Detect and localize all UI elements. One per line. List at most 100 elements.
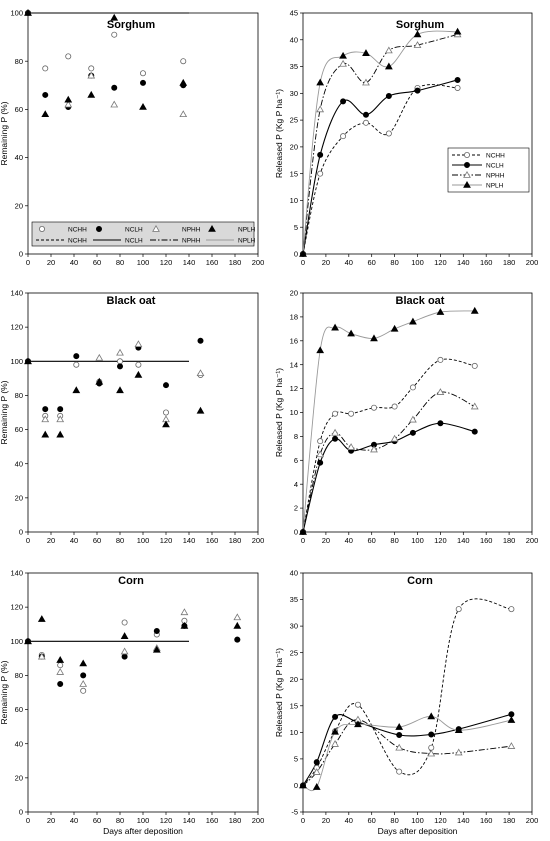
x-tick-label: 200 xyxy=(252,536,265,545)
panel-corn-released: 0 20 40 60 80 100 120 140 160 180 200-505101520253… xyxy=(274,569,538,836)
data-point-nclh xyxy=(57,406,64,413)
data-point-nchh xyxy=(317,170,324,177)
legend-marker xyxy=(463,161,470,168)
data-point-nphh xyxy=(331,428,339,436)
series-line-nplh xyxy=(302,310,475,533)
data-point-nphh xyxy=(196,369,205,377)
data-point-nplh xyxy=(409,317,417,325)
y-tick-label: 5 xyxy=(294,223,298,232)
y-tick-label: 140 xyxy=(10,569,23,578)
x-tick-label: 180 xyxy=(503,536,516,545)
data-point-nplh xyxy=(110,13,119,21)
x-tick-label: 0 xyxy=(301,816,305,825)
x-tick-label: 100 xyxy=(411,536,424,545)
x-tick-label: 60 xyxy=(368,816,376,825)
data-point-nclh xyxy=(317,459,324,466)
y-tick-label: 10 xyxy=(290,408,298,417)
y-axis-label: Released P (Kg P ha⁻¹) xyxy=(274,89,284,178)
y-tick-label: 60 xyxy=(15,425,23,434)
data-point-nchh xyxy=(332,410,339,417)
data-point-nclh xyxy=(234,636,241,643)
y-tick-label: 30 xyxy=(290,622,298,631)
y-tick-label: 100 xyxy=(10,637,23,646)
data-point-nplh xyxy=(152,645,161,653)
y-tick-label: 18 xyxy=(290,313,298,322)
data-point-nphh xyxy=(56,668,65,675)
data-point-nchh xyxy=(121,619,128,626)
data-point-nchh xyxy=(385,130,392,137)
data-point-nphh xyxy=(134,340,143,348)
data-point-nclh xyxy=(471,428,478,435)
data-point-nclh xyxy=(385,93,392,100)
x-tick-label: 160 xyxy=(206,536,219,545)
x-tick-label: 0 xyxy=(301,258,305,267)
data-point-nplh xyxy=(331,323,339,331)
plot-frame xyxy=(27,292,259,533)
data-point-nclh xyxy=(197,337,204,344)
data-point-nphh xyxy=(41,415,50,423)
x-tick-label: 80 xyxy=(390,258,398,267)
x-tick-label: 40 xyxy=(70,816,78,825)
y-tick-label: 100 xyxy=(10,9,23,18)
data-point-nplh xyxy=(339,51,347,59)
data-point-nphh xyxy=(395,743,404,751)
x-tick-label: 80 xyxy=(390,536,398,545)
x-tick-label: 140 xyxy=(183,816,196,825)
x-tick-label: 200 xyxy=(252,258,265,267)
x-tick-label: 120 xyxy=(160,258,173,267)
data-point-nchh xyxy=(162,409,169,416)
y-tick-label: 20 xyxy=(290,142,298,151)
x-tick-label: 100 xyxy=(137,536,150,545)
data-point-nclh xyxy=(317,151,324,158)
series-line-nclh xyxy=(302,422,475,533)
y-tick-label: 80 xyxy=(15,391,23,400)
plot-frame xyxy=(302,12,533,255)
x-tick-label: 20 xyxy=(47,816,55,825)
data-point-nplh xyxy=(354,720,362,728)
plot-frame xyxy=(302,572,533,813)
data-point-nphh xyxy=(409,415,417,423)
data-point-nchh xyxy=(437,356,444,363)
data-point-nchh xyxy=(111,31,118,38)
data-point-nclh xyxy=(121,653,128,660)
data-point-nclh xyxy=(332,713,339,720)
x-tick-label: 100 xyxy=(137,816,150,825)
panel-title: Sorghum xyxy=(107,19,155,31)
x-tick-label: 60 xyxy=(93,258,101,267)
data-point-nclh xyxy=(111,84,118,91)
x-tick-label: 80 xyxy=(116,258,124,267)
x-tick-label: 20 xyxy=(322,258,330,267)
data-point-nplh xyxy=(120,632,129,639)
data-point-nplh xyxy=(134,370,143,378)
data-point-nchh xyxy=(73,361,80,368)
legend-label: NCLH xyxy=(125,227,143,234)
x-tick-label: 180 xyxy=(503,258,516,267)
panel-blackoat-released: 0 20 40 60 80 100 120 140 160 180 200 0 2 4 6 8 10 12 14 16… xyxy=(274,289,538,545)
x-tick-label: 100 xyxy=(411,258,424,267)
y-tick-label: 0 xyxy=(294,528,298,537)
panel-sorghum-released: 0 20 40 60 80 100 120 140 160 180 200 0 5 10 15 20 25 30 3… xyxy=(274,9,538,267)
data-point-nplh xyxy=(390,324,399,332)
data-point-nplh xyxy=(72,386,81,394)
y-tick-label: 45 xyxy=(290,9,298,18)
x-axis-label: Days after deposition xyxy=(103,826,183,836)
data-point-nphh xyxy=(312,768,321,775)
data-point-nplh xyxy=(299,249,307,257)
y-tick-label: 20 xyxy=(290,675,298,684)
data-point-nplh xyxy=(41,110,50,118)
legend-marker xyxy=(152,224,160,232)
x-tick-label: 0 xyxy=(26,816,30,825)
x-tick-label: 40 xyxy=(345,816,353,825)
x-tick-label: 180 xyxy=(229,258,242,267)
series-line-nplh xyxy=(302,30,458,255)
data-point-nphh xyxy=(79,679,88,687)
y-tick-label: 0 xyxy=(19,250,23,259)
data-point-nchh xyxy=(317,438,324,445)
panel-title: Black oat xyxy=(396,295,445,307)
data-point-nchh xyxy=(454,84,461,91)
series-line-nchh xyxy=(302,598,512,786)
legend-label: NCLH xyxy=(486,163,504,170)
data-point-nplh xyxy=(436,308,445,315)
data-point-nplh xyxy=(316,78,325,86)
y-tick-label: 2 xyxy=(294,504,298,513)
